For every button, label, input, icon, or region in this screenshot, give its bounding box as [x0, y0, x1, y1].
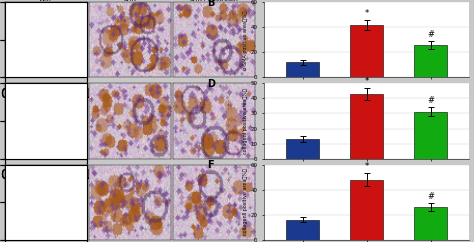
Y-axis label: α-SMA positive area（%）: α-SMA positive area（%）	[243, 10, 248, 70]
Bar	[414, 45, 447, 77]
Bar	[350, 180, 383, 240]
Text: #: #	[428, 30, 434, 39]
Bar	[286, 139, 319, 159]
Text: #: #	[428, 192, 434, 201]
Y-axis label: collagenⅠ positive area（%）: collagenⅠ positive area（%）	[243, 88, 248, 154]
Y-axis label: collagenⅡ positive area（%）: collagenⅡ positive area（%）	[243, 169, 248, 235]
Bar	[286, 62, 319, 77]
Text: F: F	[207, 160, 214, 170]
Text: D: D	[207, 79, 215, 89]
Text: *: *	[365, 77, 369, 86]
Title: WKY: WKY	[39, 0, 53, 2]
Bar	[350, 94, 383, 159]
Text: *: *	[365, 9, 369, 18]
Bar	[286, 219, 319, 240]
Text: *: *	[365, 162, 369, 171]
Bar	[414, 112, 447, 159]
Text: B: B	[207, 0, 214, 8]
Bar	[414, 207, 447, 240]
Title: SHR: SHR	[124, 0, 137, 2]
Title: SHR+Gastrodin: SHR+Gastrodin	[190, 0, 238, 2]
Bar	[350, 25, 383, 77]
Text: #: #	[428, 96, 434, 105]
